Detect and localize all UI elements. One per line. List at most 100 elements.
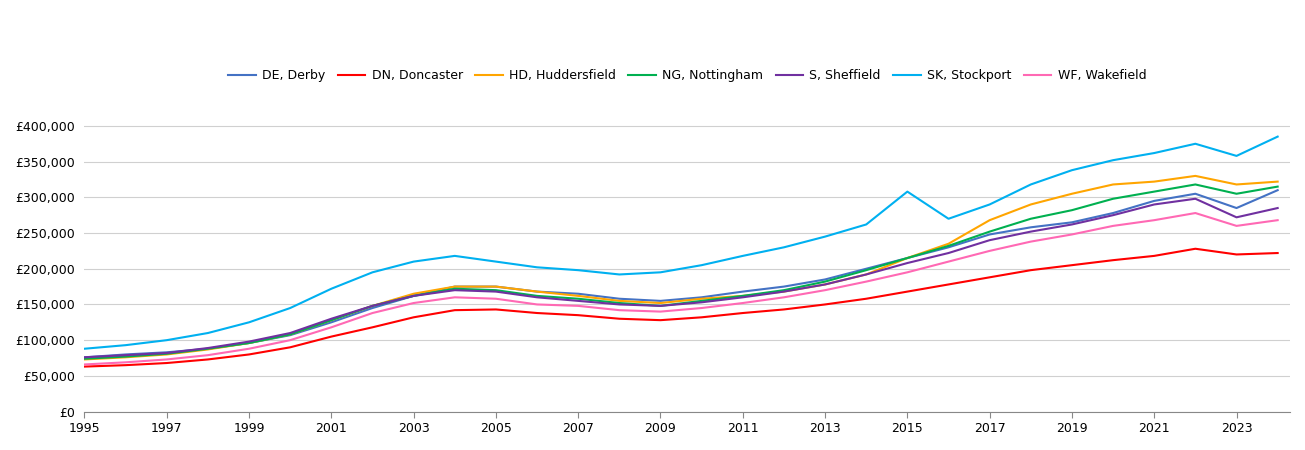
- DE, Derby: [899, 255, 915, 261]
- WF, Wakefield: [406, 300, 422, 306]
- SK, Stockport: [241, 320, 257, 325]
- DE, Derby: [1229, 205, 1245, 211]
- S, Sheffield: [817, 282, 833, 287]
- S, Sheffield: [406, 293, 422, 299]
- S, Sheffield: [1270, 205, 1285, 211]
- DE, Derby: [1270, 188, 1285, 193]
- DE, Derby: [530, 289, 545, 294]
- SK, Stockport: [652, 270, 668, 275]
- HD, Huddersfield: [652, 300, 668, 306]
- WF, Wakefield: [570, 303, 586, 309]
- NG, Nottingham: [1270, 184, 1285, 189]
- S, Sheffield: [652, 303, 668, 309]
- WF, Wakefield: [200, 352, 215, 358]
- NG, Nottingham: [817, 279, 833, 284]
- S, Sheffield: [776, 289, 792, 294]
- NG, Nottingham: [117, 354, 133, 359]
- WF, Wakefield: [324, 324, 339, 330]
- WF, Wakefield: [612, 307, 628, 313]
- NG, Nottingham: [530, 293, 545, 299]
- DN, Doncaster: [570, 312, 586, 318]
- S, Sheffield: [446, 288, 462, 293]
- S, Sheffield: [1188, 196, 1203, 202]
- DN, Doncaster: [1064, 262, 1079, 268]
- SK, Stockport: [899, 189, 915, 194]
- HD, Huddersfield: [77, 357, 93, 362]
- NG, Nottingham: [612, 300, 628, 306]
- DE, Derby: [1146, 198, 1161, 203]
- NG, Nottingham: [364, 303, 380, 309]
- SK, Stockport: [488, 259, 504, 264]
- HD, Huddersfield: [364, 303, 380, 309]
- DE, Derby: [776, 284, 792, 289]
- NG, Nottingham: [282, 332, 298, 337]
- SK, Stockport: [817, 234, 833, 239]
- HD, Huddersfield: [1105, 182, 1121, 187]
- S, Sheffield: [488, 289, 504, 294]
- S, Sheffield: [1105, 212, 1121, 218]
- WF, Wakefield: [941, 259, 957, 264]
- HD, Huddersfield: [612, 298, 628, 304]
- WF, Wakefield: [652, 309, 668, 314]
- HD, Huddersfield: [324, 317, 339, 323]
- NG, Nottingham: [981, 229, 997, 234]
- DN, Doncaster: [612, 316, 628, 321]
- HD, Huddersfield: [735, 293, 750, 299]
- DE, Derby: [1105, 210, 1121, 216]
- HD, Huddersfield: [200, 347, 215, 352]
- HD, Huddersfield: [241, 340, 257, 346]
- WF, Wakefield: [159, 357, 175, 362]
- WF, Wakefield: [282, 338, 298, 343]
- HD, Huddersfield: [776, 289, 792, 294]
- DN, Doncaster: [859, 296, 874, 302]
- NG, Nottingham: [1105, 196, 1121, 202]
- DN, Doncaster: [1023, 267, 1039, 273]
- HD, Huddersfield: [1146, 179, 1161, 184]
- Line: DN, Doncaster: DN, Doncaster: [85, 249, 1278, 367]
- DN, Doncaster: [941, 282, 957, 287]
- WF, Wakefield: [241, 346, 257, 351]
- SK, Stockport: [446, 253, 462, 259]
- HD, Huddersfield: [1064, 191, 1079, 197]
- DE, Derby: [200, 346, 215, 351]
- DN, Doncaster: [488, 307, 504, 312]
- S, Sheffield: [735, 295, 750, 300]
- S, Sheffield: [1064, 222, 1079, 227]
- DE, Derby: [1064, 220, 1079, 225]
- SK, Stockport: [200, 330, 215, 336]
- S, Sheffield: [200, 345, 215, 351]
- S, Sheffield: [570, 298, 586, 304]
- Line: HD, Huddersfield: HD, Huddersfield: [85, 176, 1278, 360]
- S, Sheffield: [364, 303, 380, 309]
- SK, Stockport: [570, 267, 586, 273]
- WF, Wakefield: [735, 300, 750, 306]
- SK, Stockport: [77, 346, 93, 351]
- WF, Wakefield: [1188, 210, 1203, 216]
- NG, Nottingham: [1064, 207, 1079, 213]
- HD, Huddersfield: [981, 217, 997, 223]
- DN, Doncaster: [200, 357, 215, 362]
- HD, Huddersfield: [406, 291, 422, 297]
- SK, Stockport: [1023, 182, 1039, 187]
- SK, Stockport: [1270, 134, 1285, 140]
- HD, Huddersfield: [941, 241, 957, 247]
- DN, Doncaster: [159, 360, 175, 366]
- DN, Doncaster: [77, 364, 93, 369]
- SK, Stockport: [1105, 158, 1121, 163]
- WF, Wakefield: [1105, 223, 1121, 229]
- NG, Nottingham: [488, 288, 504, 293]
- NG, Nottingham: [241, 340, 257, 346]
- DN, Doncaster: [899, 289, 915, 294]
- DN, Doncaster: [694, 315, 710, 320]
- DE, Derby: [1023, 225, 1039, 230]
- SK, Stockport: [981, 202, 997, 207]
- HD, Huddersfield: [282, 332, 298, 337]
- NG, Nottingham: [899, 255, 915, 261]
- DE, Derby: [117, 352, 133, 357]
- S, Sheffield: [1229, 215, 1245, 220]
- S, Sheffield: [530, 295, 545, 300]
- DN, Doncaster: [364, 324, 380, 330]
- DE, Derby: [282, 333, 298, 338]
- NG, Nottingham: [570, 296, 586, 302]
- NG, Nottingham: [1023, 216, 1039, 221]
